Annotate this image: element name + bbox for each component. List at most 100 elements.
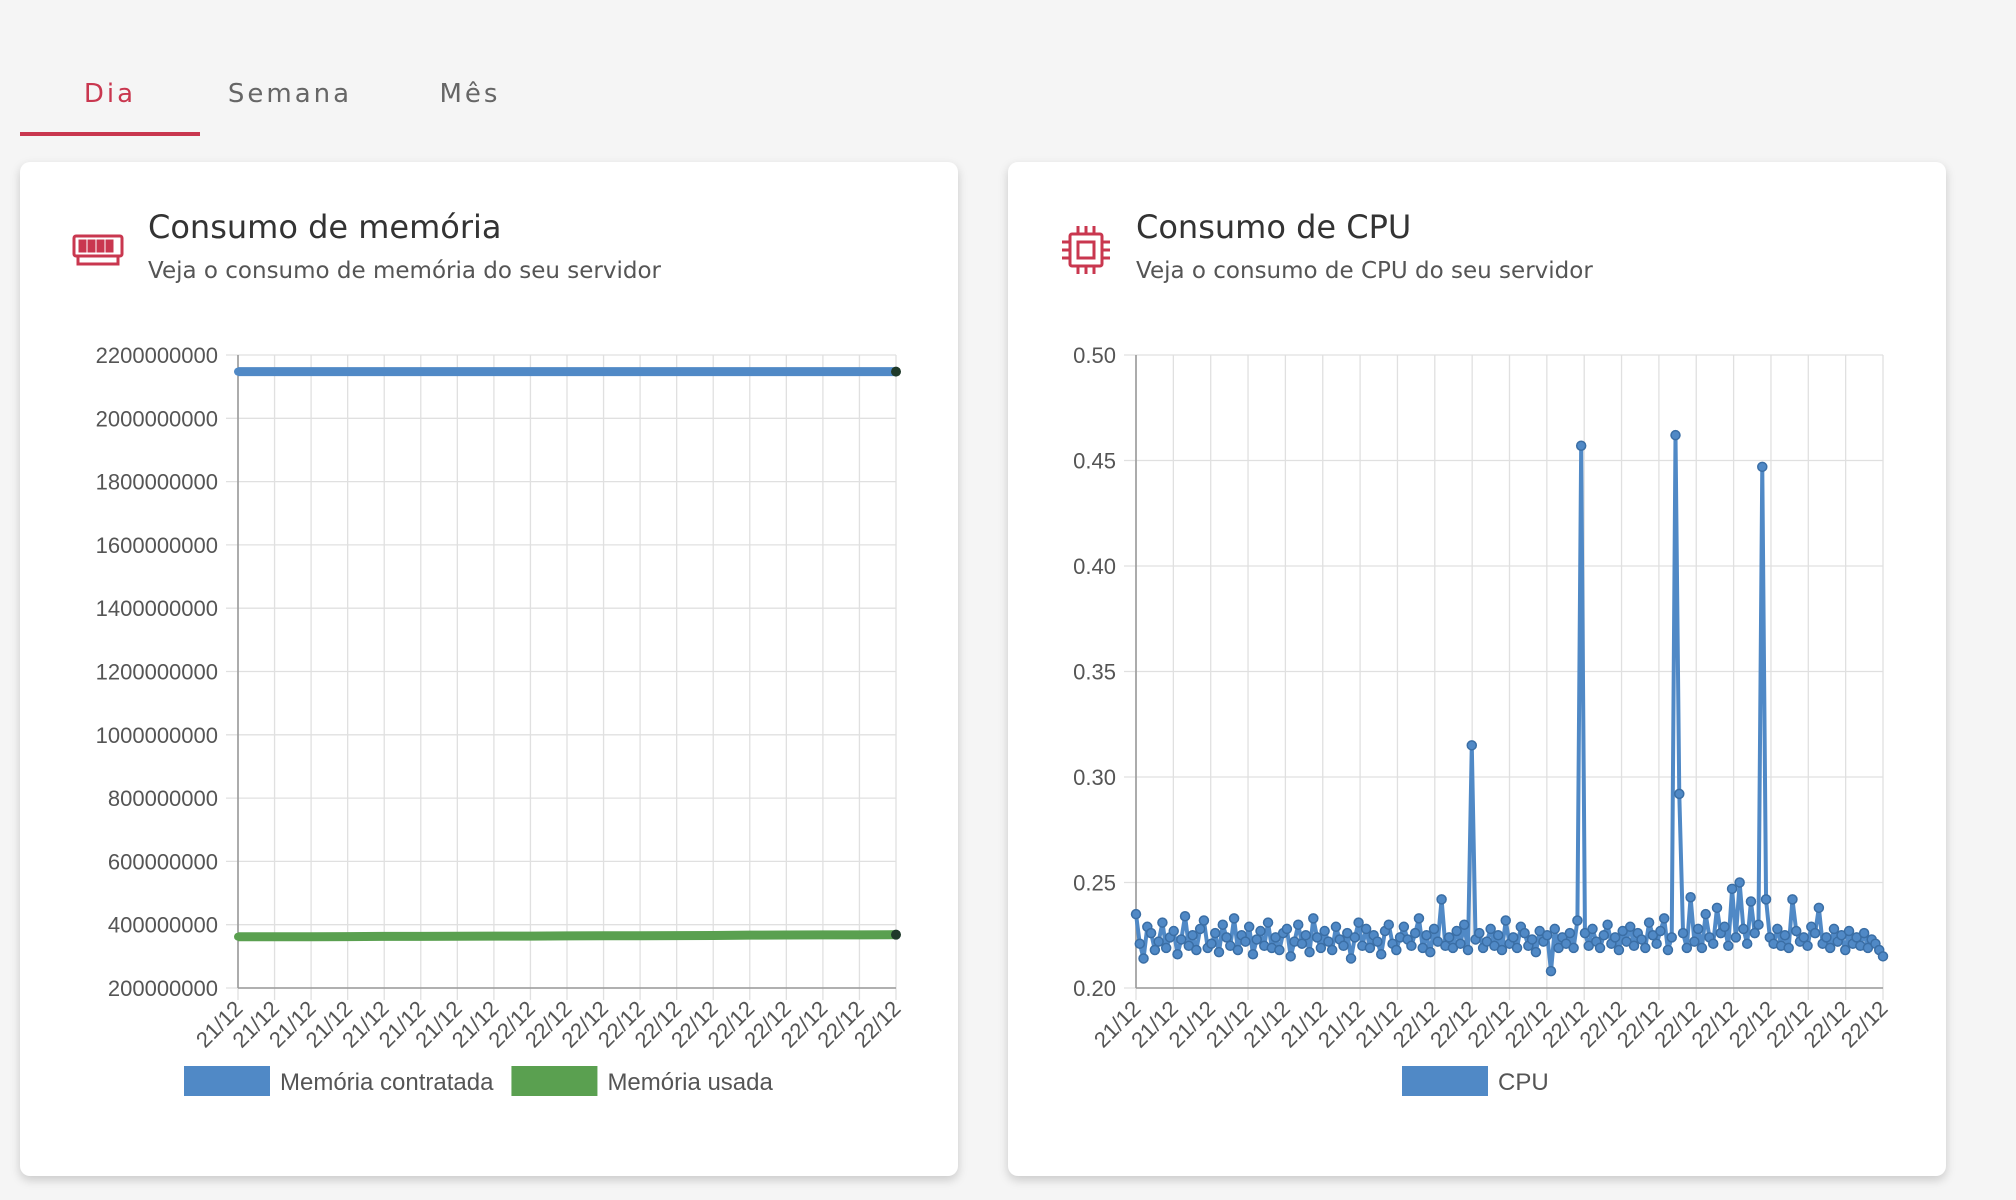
- cpu-chart-data-point[interactable]: [1598, 930, 1610, 941]
- cpu-chart-data-point[interactable]: [1255, 925, 1266, 937]
- cpu-chart-data-point[interactable]: [1274, 944, 1285, 956]
- memory-chart-data-point[interactable]: [307, 932, 316, 941]
- cpu-chart-data-point[interactable]: [1613, 944, 1625, 956]
- cpu-chart-data-point[interactable]: [1413, 913, 1425, 924]
- cpu-chart-data-point[interactable]: [1372, 936, 1383, 947]
- cpu-chart-data-point[interactable]: [1311, 932, 1323, 943]
- cpu-chart-data-point[interactable]: [1843, 925, 1855, 937]
- memory-chart-data-point[interactable]: [489, 932, 498, 941]
- memory-chart-data-point[interactable]: [818, 367, 827, 376]
- memory-chart-data-point[interactable]: [636, 931, 645, 940]
- cpu-chart-data-point[interactable]: [1689, 936, 1700, 947]
- memory-chart-data-point[interactable]: [745, 367, 754, 376]
- cpu-chart-data-point[interactable]: [1711, 902, 1723, 914]
- memory-chart-data-point[interactable]: [745, 931, 754, 940]
- memory-chart-data-point[interactable]: [453, 932, 462, 941]
- cpu-chart-data-point[interactable]: [1568, 942, 1579, 954]
- memory-chart-data-point[interactable]: [416, 932, 425, 941]
- cpu-chart-data-point[interactable]: [1300, 930, 1312, 941]
- cpu-chart-data-point[interactable]: [1349, 932, 1361, 943]
- cpu-chart-data-point[interactable]: [1643, 917, 1655, 928]
- cpu-chart-data-point[interactable]: [1564, 927, 1576, 939]
- tab-semana[interactable]: Semana: [227, 79, 353, 109]
- cpu-chart-data-point[interactable]: [1213, 946, 1225, 958]
- cpu-chart-data-point[interactable]: [1790, 925, 1802, 937]
- cpu-chart-data-point[interactable]: [1519, 927, 1530, 939]
- memory-chart-data-point[interactable]: [307, 367, 316, 376]
- cpu-chart-data-point[interactable]: [1696, 942, 1708, 954]
- memory-chart-data-point[interactable]: [709, 931, 718, 940]
- cpu-chart-data-point[interactable]: [1398, 921, 1410, 933]
- cpu-chart-data-point[interactable]: [1787, 894, 1798, 905]
- cpu-chart-data-point[interactable]: [1304, 946, 1315, 958]
- cpu-chart-data-point[interactable]: [1541, 930, 1553, 941]
- memory-chart-data-point[interactable]: [343, 932, 352, 941]
- cpu-chart-data-point[interactable]: [1779, 930, 1791, 941]
- cpu-chart-data-point[interactable]: [1326, 944, 1338, 956]
- cpu-chart-data-point[interactable]: [1240, 936, 1251, 947]
- cpu-chart-data-point[interactable]: [1228, 913, 1240, 924]
- cpu-chart-data-point[interactable]: [1651, 938, 1662, 949]
- cpu-chart-data-point[interactable]: [1572, 915, 1583, 926]
- cpu-chart-data-point[interactable]: [1285, 951, 1296, 962]
- memory-chart-data-point[interactable]: [672, 367, 681, 376]
- cpu-chart-data-point[interactable]: [1575, 440, 1587, 451]
- memory-chart-data-point[interactable]: [489, 367, 498, 376]
- cpu-chart-data-point[interactable]: [1813, 902, 1825, 914]
- cpu-chart-data-point[interactable]: [1858, 927, 1870, 939]
- cpu-chart-data-point[interactable]: [1609, 932, 1621, 943]
- cpu-chart-data-point[interactable]: [1345, 953, 1357, 964]
- tab-dia[interactable]: Dia: [20, 52, 200, 136]
- cpu-chart-data-point[interactable]: [1409, 927, 1421, 939]
- cpu-chart-data-point[interactable]: [1281, 923, 1293, 935]
- cpu-chart-data-point[interactable]: [1636, 934, 1647, 945]
- cpu-chart-data-point[interactable]: [1828, 923, 1840, 935]
- memory-chart-data-point[interactable]: [599, 931, 608, 940]
- cpu-chart-data-point[interactable]: [1824, 942, 1836, 954]
- cpu-chart-data-point[interactable]: [1443, 932, 1455, 943]
- cpu-chart-data-point[interactable]: [1500, 915, 1511, 926]
- cpu-chart-data-point[interactable]: [1319, 925, 1330, 937]
- cpu-chart-data-point[interactable]: [1323, 936, 1334, 947]
- memory-chart-last-point[interactable]: [891, 929, 901, 940]
- cpu-chart-data-point[interactable]: [1406, 940, 1417, 952]
- cpu-chart-data-point[interactable]: [1772, 923, 1783, 935]
- cpu-chart-data-point[interactable]: [1130, 908, 1142, 920]
- cpu-chart-data-point[interactable]: [1262, 917, 1274, 928]
- cpu-chart-data-point[interactable]: [1474, 927, 1485, 939]
- tab-mes[interactable]: Mês: [439, 79, 501, 109]
- cpu-chart-data-point[interactable]: [1734, 877, 1745, 888]
- cpu-chart-data-point[interactable]: [1640, 942, 1651, 954]
- cpu-chart-data-point[interactable]: [1624, 921, 1636, 933]
- memory-chart-legend-swatch[interactable]: [511, 1066, 598, 1096]
- memory-chart-legend-label[interactable]: Memória usada: [607, 1069, 773, 1096]
- cpu-chart-data-point[interactable]: [1247, 948, 1259, 960]
- cpu-chart-data-point[interactable]: [1738, 923, 1749, 935]
- cpu-chart-data-point[interactable]: [1707, 938, 1719, 949]
- cpu-chart-legend-label[interactable]: CPU: [1498, 1069, 1549, 1096]
- cpu-chart-data-point[interactable]: [1745, 896, 1757, 907]
- cpu-chart-data-point[interactable]: [1723, 940, 1734, 952]
- cpu-chart-data-point[interactable]: [1428, 923, 1440, 935]
- cpu-chart-data-point[interactable]: [1753, 919, 1764, 930]
- cpu-chart-data-point[interactable]: [1221, 932, 1232, 943]
- cpu-chart-data-point[interactable]: [1296, 938, 1308, 949]
- memory-chart-data-point[interactable]: [526, 932, 535, 941]
- cpu-chart-data-point[interactable]: [1496, 944, 1508, 956]
- memory-chart-data-point[interactable]: [343, 367, 352, 376]
- cpu-chart-data-point[interactable]: [1206, 938, 1217, 949]
- memory-chart-legend-label[interactable]: Memória contratada: [280, 1069, 494, 1096]
- cpu-chart-data-point[interactable]: [1462, 944, 1474, 956]
- cpu-chart-data-point[interactable]: [1451, 925, 1462, 937]
- memory-chart-data-point[interactable]: [526, 367, 535, 376]
- cpu-chart-data-point[interactable]: [1602, 919, 1613, 930]
- cpu-chart-data-point[interactable]: [1545, 965, 1557, 977]
- cpu-chart-data-point[interactable]: [1508, 932, 1519, 943]
- memory-chart-data-point[interactable]: [818, 930, 827, 939]
- cpu-chart-data-point[interactable]: [1217, 919, 1229, 930]
- cpu-chart-data-point[interactable]: [1425, 946, 1436, 958]
- cpu-chart-data-point[interactable]: [1466, 740, 1478, 751]
- cpu-chart-data-point[interactable]: [1160, 942, 1172, 954]
- cpu-chart-data-point[interactable]: [1719, 921, 1730, 933]
- memory-chart-data-point[interactable]: [270, 367, 279, 376]
